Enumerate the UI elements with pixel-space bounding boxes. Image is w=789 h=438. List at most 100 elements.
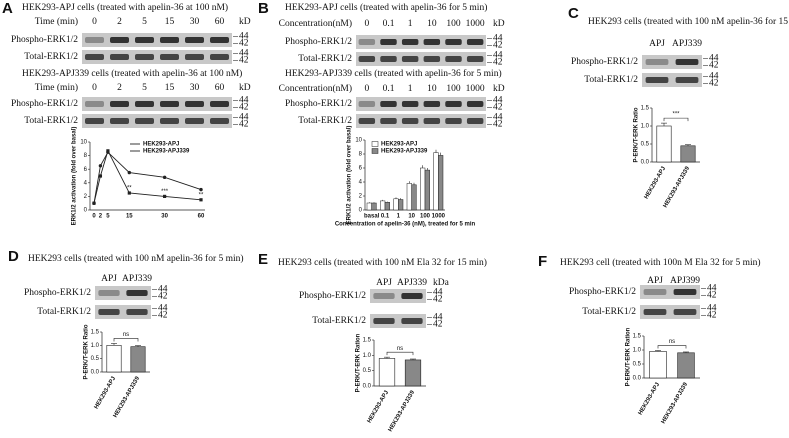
bracket xyxy=(386,351,414,356)
y-tick-label: 2 xyxy=(84,194,88,200)
blot-band xyxy=(401,39,419,45)
point xyxy=(106,149,110,153)
size-label: 42 xyxy=(239,39,249,49)
blot-title: HEK293-APJ339 cells (treated with apelin… xyxy=(22,68,242,79)
blot-band xyxy=(358,56,376,62)
legend-label: HEK293-APJ xyxy=(381,142,417,148)
row-label: Total-ERK1/2 xyxy=(584,75,638,85)
lane-header: Time (min) xyxy=(35,82,78,93)
blot-strip xyxy=(640,285,700,299)
panel-letter: B xyxy=(258,0,269,17)
lane-header: Concentration(nM) xyxy=(279,83,352,94)
x-tick-label: HEK293-APJ xyxy=(638,382,661,416)
blot-strip xyxy=(82,97,232,111)
blot-band xyxy=(98,309,120,315)
blot-band xyxy=(445,56,462,62)
bar xyxy=(371,202,377,211)
x-tick-label: 1000 xyxy=(432,214,446,220)
blot-band xyxy=(380,101,397,107)
x-tick-label: 60 xyxy=(198,214,205,220)
blot-band xyxy=(466,56,484,62)
lane-label: 10 xyxy=(427,84,437,94)
blot-band xyxy=(466,118,484,124)
bar xyxy=(398,199,404,211)
x-tick-label: 100 xyxy=(420,214,431,220)
lane-label: 15 xyxy=(165,17,175,27)
blot-band xyxy=(110,37,129,43)
y-tick-label: 10 xyxy=(355,138,362,144)
blot-band xyxy=(401,56,419,62)
lane-label: 60 xyxy=(215,17,225,27)
lane-label: 0 xyxy=(364,84,369,94)
y-tick-label: 4 xyxy=(84,180,88,186)
blot-title: HEK293 cells (treated with 100 nM Ela 32… xyxy=(278,257,487,268)
panel-letter: D xyxy=(8,248,19,265)
annotation: ns xyxy=(123,332,129,338)
blot-band xyxy=(210,101,229,107)
row-label: Total-ERK1/2 xyxy=(298,54,352,64)
blot-title: HEK293-APJ cells (treated with apelin-36… xyxy=(285,2,487,13)
blot-band xyxy=(110,101,129,107)
blot-band xyxy=(466,39,484,45)
annotation: ns xyxy=(397,346,403,352)
x-tick-label: 15 xyxy=(126,214,133,220)
lane-label: 1 xyxy=(408,84,413,94)
row-label: Phospho-ERK1/2 xyxy=(285,37,352,47)
blot-band xyxy=(110,54,129,60)
blot-band xyxy=(401,101,419,107)
blot-band xyxy=(185,118,204,124)
size-label: 42 xyxy=(493,103,503,113)
lane-label: APJ xyxy=(101,274,117,284)
lane-label: 5 xyxy=(142,17,147,27)
lane-label: 0.1 xyxy=(383,84,395,94)
size-label: 42 xyxy=(493,41,503,51)
size-label: 42 xyxy=(239,120,249,130)
blot-band xyxy=(85,54,104,60)
blot-band xyxy=(401,118,419,124)
row-label: Total-ERK1/2 xyxy=(582,307,636,317)
bracket xyxy=(657,345,687,349)
bar xyxy=(656,125,672,163)
point xyxy=(199,198,203,202)
blot-strip xyxy=(356,114,486,128)
blot-band xyxy=(643,309,667,315)
blot-band xyxy=(160,118,179,124)
panel-letter: A xyxy=(2,0,13,17)
blot-title: HEK293 cells (treated with 100 nM apelin… xyxy=(588,16,789,27)
bar xyxy=(106,345,122,373)
point xyxy=(98,164,103,168)
bar xyxy=(384,202,390,211)
point xyxy=(199,187,203,192)
row-label: Total-ERK1/2 xyxy=(24,116,78,126)
y-tick-label: 6 xyxy=(84,167,88,173)
lane-label: 0 xyxy=(364,19,369,29)
y-tick-label: 0.5 xyxy=(641,142,650,148)
bracket xyxy=(113,338,139,342)
bar xyxy=(378,358,396,387)
y-tick-label: 0.0 xyxy=(91,370,100,376)
bar xyxy=(380,200,386,211)
legend-label: HEK293-APJ339 xyxy=(381,149,428,155)
lane-label: 1 xyxy=(408,19,413,29)
size-label: 44 xyxy=(709,72,719,82)
y-axis-label: P-ERK/T-ERK Ration xyxy=(626,327,632,386)
blot-band xyxy=(380,118,397,124)
blot-band xyxy=(401,293,423,299)
series-line xyxy=(93,151,202,204)
y-tick-label: 1.5 xyxy=(633,334,642,340)
y-tick-label: 8 xyxy=(359,152,363,158)
blot-title: HEK293-APJ cells (treated with apelin-36… xyxy=(22,2,228,13)
bar xyxy=(438,155,444,211)
size-label: 44 xyxy=(239,49,249,59)
size-label: 42 xyxy=(709,79,719,89)
bar xyxy=(366,202,372,211)
lane-label: 60 xyxy=(215,83,225,93)
bar xyxy=(393,198,399,211)
size-label: 44 xyxy=(493,96,503,106)
size-label: 42 xyxy=(239,56,249,66)
size-label: 42 xyxy=(709,61,719,71)
bar xyxy=(649,351,667,379)
panel-letter: E xyxy=(258,251,268,268)
x-tick-label: 0 xyxy=(92,214,96,220)
y-axis-label: ERK1/2 activation (fold over basal) xyxy=(347,126,353,225)
